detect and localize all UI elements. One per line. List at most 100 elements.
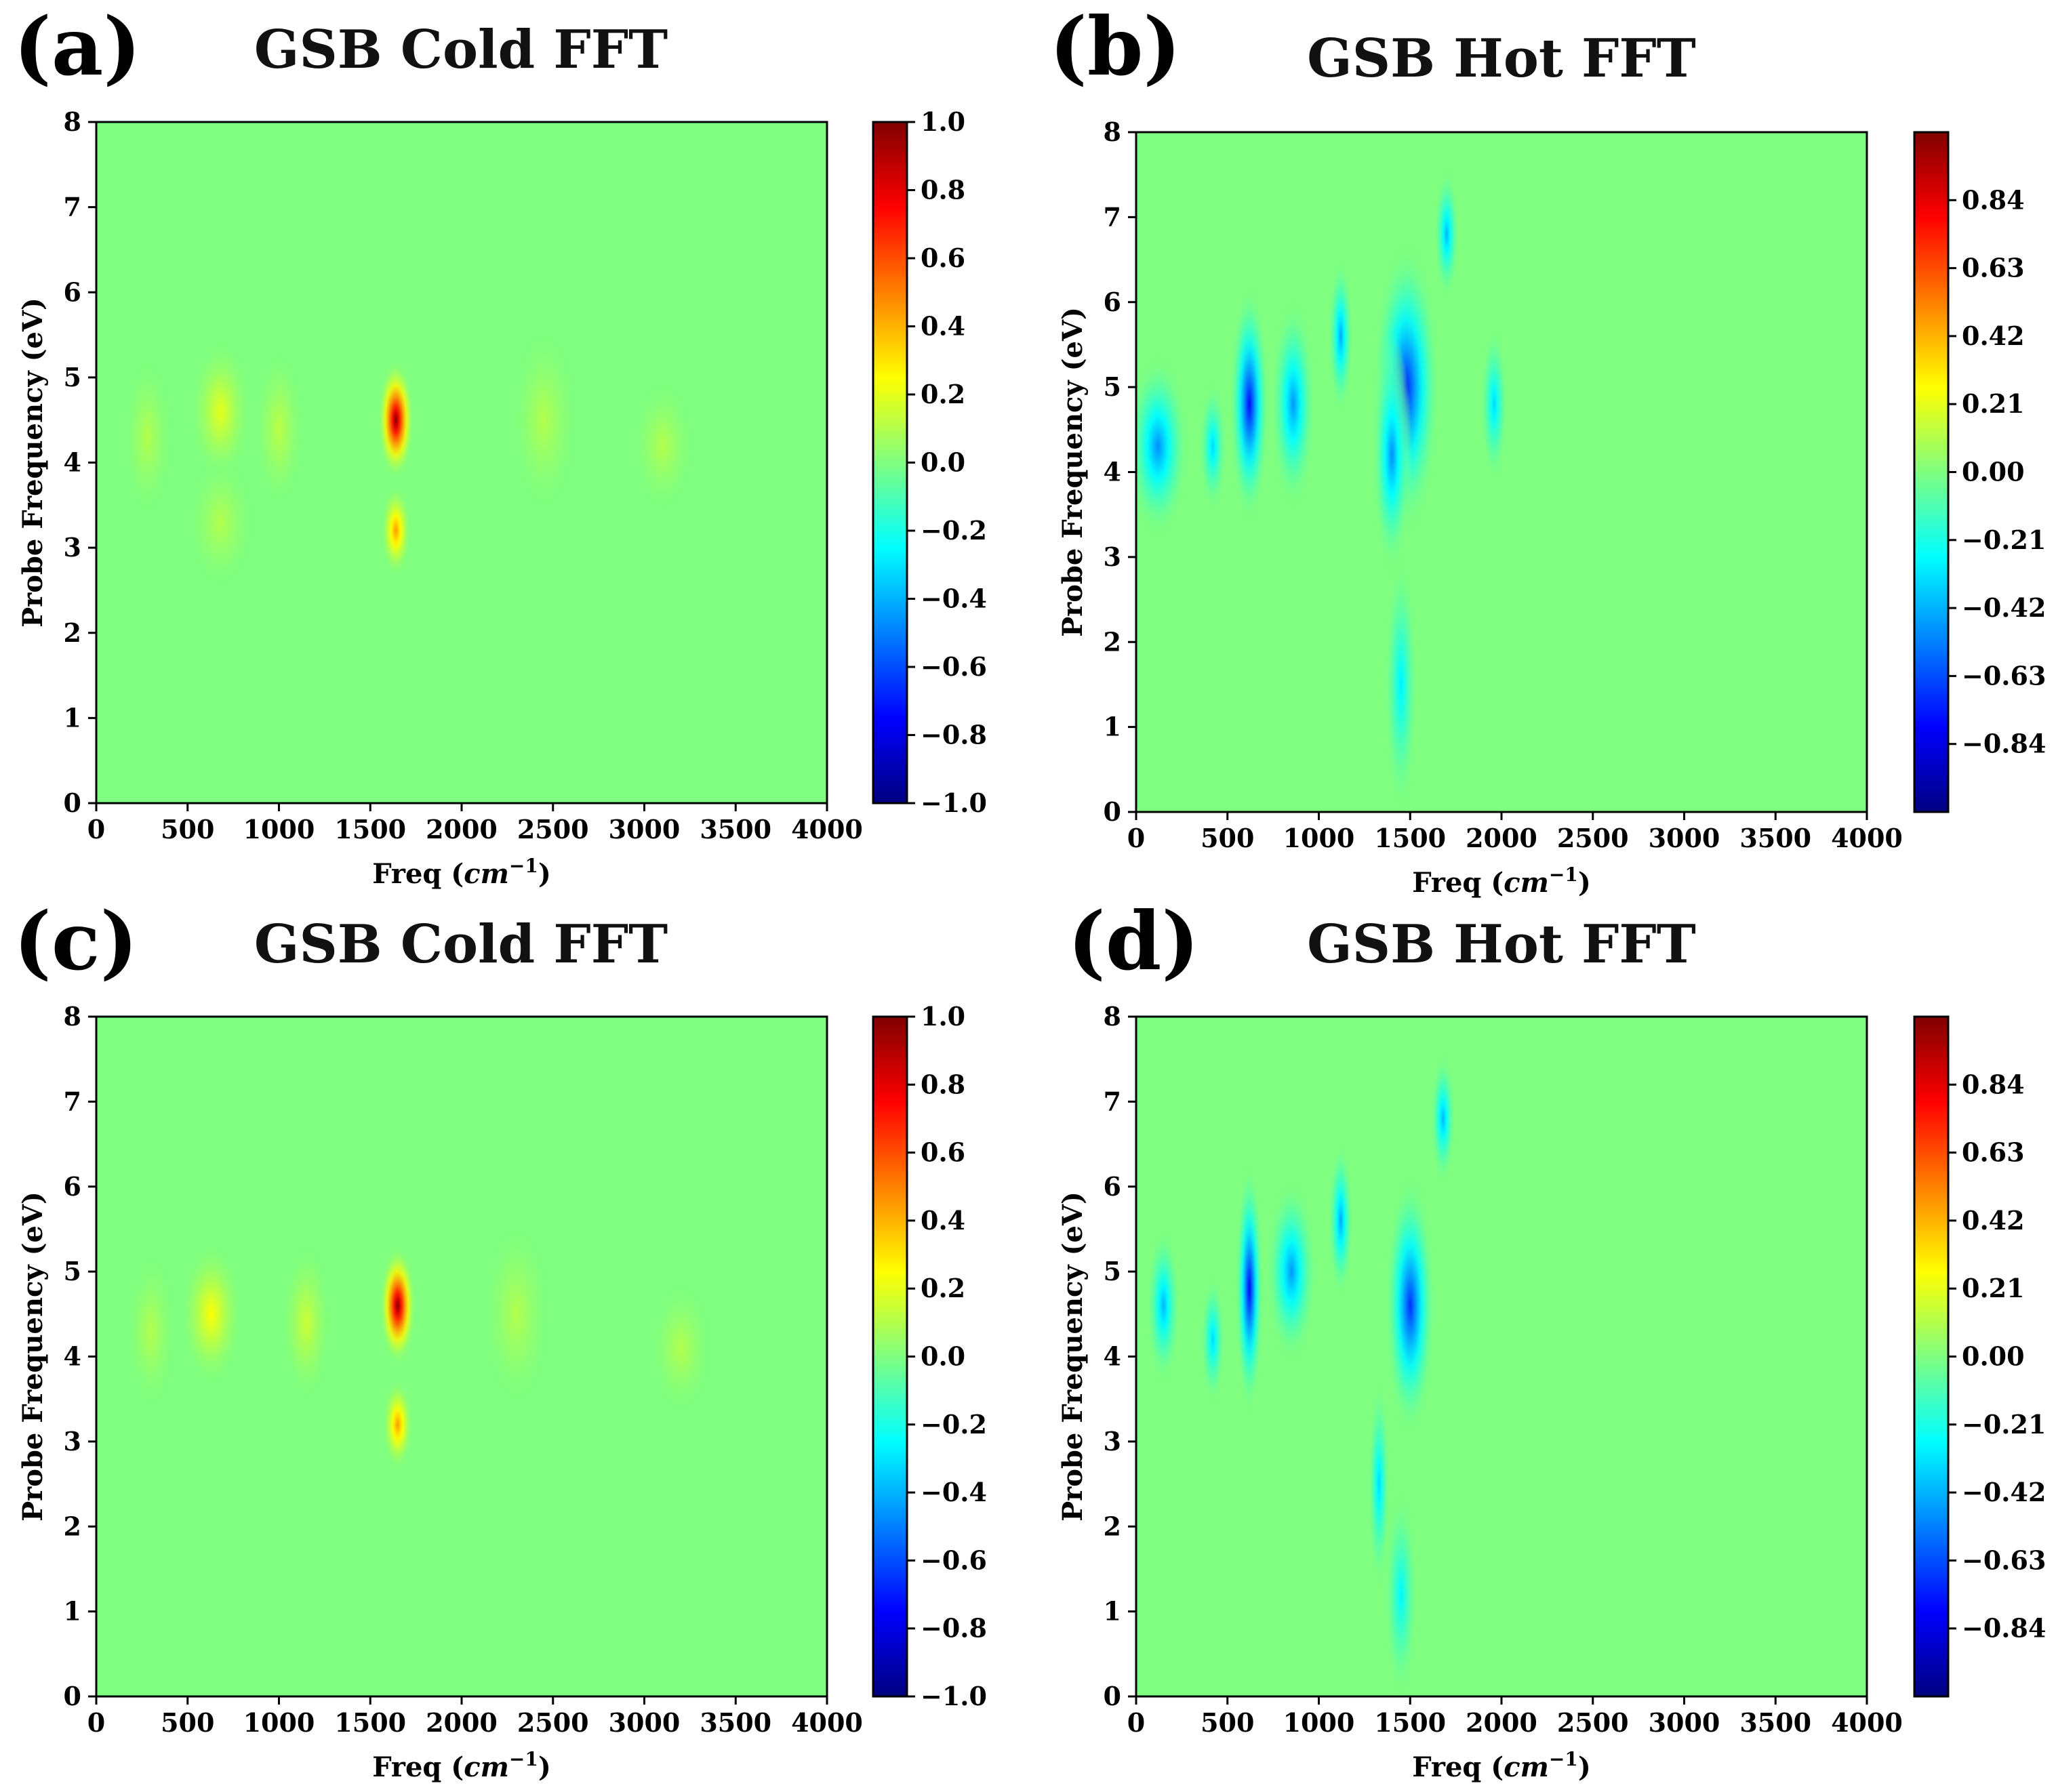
panel-letter: (c) <box>14 894 138 988</box>
heatmap-blob <box>1430 1051 1457 1187</box>
x-tick-label: 2500 <box>1557 823 1629 853</box>
y-tick-label: 1 <box>1104 712 1121 742</box>
y-tick-label: 8 <box>64 1001 81 1032</box>
x-tick-label: 3500 <box>700 1707 771 1738</box>
x-tick-label: 4000 <box>1831 1707 1903 1738</box>
x-tick-label: 0 <box>1127 823 1145 853</box>
x-tick-label: 2500 <box>1557 1707 1629 1738</box>
heatmap-blob <box>1265 1176 1318 1367</box>
x-tick-label: 1000 <box>1283 1707 1355 1738</box>
heatmap-features <box>125 1219 713 1472</box>
y-tick-label: 3 <box>64 532 81 563</box>
colorbar-tick-label: 0.6 <box>921 1137 965 1168</box>
x-tick-label: 500 <box>161 814 214 844</box>
colorbar-tick-label: 0.0 <box>921 1341 965 1372</box>
heatmap-blob <box>382 1377 414 1472</box>
colorbar-tick-label: 0.84 <box>1962 184 2025 215</box>
x-tick-label: 3500 <box>1739 823 1811 853</box>
y-axis-label: Probe Frequency (eV) <box>1057 307 1089 637</box>
heatmap-blob <box>1479 322 1509 486</box>
heatmap-blob <box>1199 1271 1226 1408</box>
colorbar-tick-label: −0.8 <box>921 1613 987 1644</box>
y-tick-label: 8 <box>1104 1001 1121 1032</box>
heatmap-blob <box>481 1219 552 1410</box>
x-tick-label: 1500 <box>334 814 406 844</box>
colorbar-tick-label: 0.00 <box>1962 1341 2025 1372</box>
colorbar-tick-label: −0.84 <box>1962 1613 2046 1644</box>
colorbar-tick-label: −1.0 <box>921 1681 987 1711</box>
heatmap-blob <box>252 346 306 510</box>
y-tick-label: 5 <box>1104 1256 1121 1286</box>
heatmap-features <box>1146 1051 1457 1696</box>
y-tick-label: 0 <box>64 1681 81 1711</box>
colorbar-tick-label: −0.63 <box>1962 660 2046 691</box>
y-tick-label: 4 <box>64 447 81 478</box>
heatmap-blob <box>1146 1223 1182 1387</box>
y-tick-label: 8 <box>64 106 81 137</box>
y-tick-label: 0 <box>1104 1681 1121 1711</box>
heatmap-blob <box>1371 332 1413 577</box>
y-tick-label: 4 <box>1104 1341 1121 1372</box>
colorbar-tick-label: 0.63 <box>1962 1137 2025 1168</box>
colorbar-tick-label: 0.4 <box>921 311 965 342</box>
heatmap-blob <box>508 325 579 516</box>
y-tick-label: 1 <box>64 702 81 733</box>
colorbar-tick-label: −0.2 <box>921 1409 987 1440</box>
colorbar-tick-label: −0.6 <box>921 1545 987 1575</box>
y-axis-label: Probe Frequency (eV) <box>1057 1192 1089 1522</box>
heatmap-features <box>1136 166 1509 812</box>
y-tick-label: 6 <box>1104 1171 1121 1202</box>
colorbar-tick-label: −1.0 <box>921 788 987 818</box>
x-axis-label: Freq (cm−1) <box>372 855 551 890</box>
x-tick-label: 1500 <box>1374 1707 1446 1738</box>
colorbar <box>1913 131 1950 813</box>
x-tick-label: 1000 <box>243 1707 315 1738</box>
heatmap-blob <box>378 1244 417 1367</box>
x-axis-label: Freq (cm−1) <box>372 1748 551 1783</box>
panel-3: (c) GSB Cold FFT 0 500 1000 1500 2000 2500 3000 3… <box>14 894 987 1783</box>
y-tick-label: 4 <box>1104 457 1121 487</box>
heatmap-blob <box>1270 295 1317 513</box>
y-tick-label: 5 <box>1104 371 1121 402</box>
x-tick-label: 500 <box>1201 1707 1254 1738</box>
colorbar-tick-label: 0.2 <box>921 379 965 409</box>
colorbar-tick-label: 0.8 <box>921 175 965 205</box>
y-tick-label: 3 <box>64 1426 81 1457</box>
x-axis-label: Freq (cm−1) <box>1412 1748 1591 1783</box>
colorbar-tick-label: 0.21 <box>1962 388 2025 419</box>
panel-letter: (d) <box>1068 894 1199 988</box>
colorbar-tick-label: −0.4 <box>921 1477 987 1507</box>
colorbar-tick-label: −0.42 <box>1962 592 2046 623</box>
x-tick-label: 4000 <box>791 1707 863 1738</box>
colorbar-tick-label: 0.8 <box>921 1069 965 1099</box>
heatmap-blob <box>280 1240 333 1404</box>
y-axis-label: Probe Frequency (eV) <box>17 1192 49 1522</box>
heatmap-blob <box>1433 166 1460 302</box>
y-tick-label: 7 <box>1104 201 1121 232</box>
colorbar-tick-label: 1.0 <box>921 1001 965 1032</box>
panel-letter: (a) <box>14 0 141 94</box>
heatmap-blob <box>1234 1159 1264 1418</box>
colorbar-tick-label: −0.8 <box>921 720 987 750</box>
heatmap-blob <box>649 1280 713 1417</box>
y-tick-label: 5 <box>64 1256 81 1286</box>
colorbar-tick-label: −0.63 <box>1962 1545 2046 1575</box>
colorbar <box>872 1015 908 1698</box>
y-axis-label: Probe Frequency (eV) <box>17 298 49 628</box>
x-tick-label: 3000 <box>609 1707 681 1738</box>
x-tick-label: 500 <box>1201 823 1254 853</box>
x-tick-label: 3000 <box>609 814 681 844</box>
x-tick-label: 2000 <box>1466 1707 1537 1738</box>
y-tick-label: 4 <box>64 1341 81 1372</box>
colorbar-tick-label: −0.84 <box>1962 729 2046 759</box>
x-tick-label: 1500 <box>1374 823 1446 853</box>
panel-title: GSB Hot FFT <box>1307 28 1696 89</box>
panel-title: GSB Cold FFT <box>254 914 668 975</box>
y-tick-label: 8 <box>1104 117 1121 147</box>
heatmap-blob <box>1327 1139 1354 1303</box>
y-tick-label: 2 <box>1104 626 1121 657</box>
y-tick-label: 0 <box>64 788 81 818</box>
x-tick-label: 4000 <box>791 814 863 844</box>
